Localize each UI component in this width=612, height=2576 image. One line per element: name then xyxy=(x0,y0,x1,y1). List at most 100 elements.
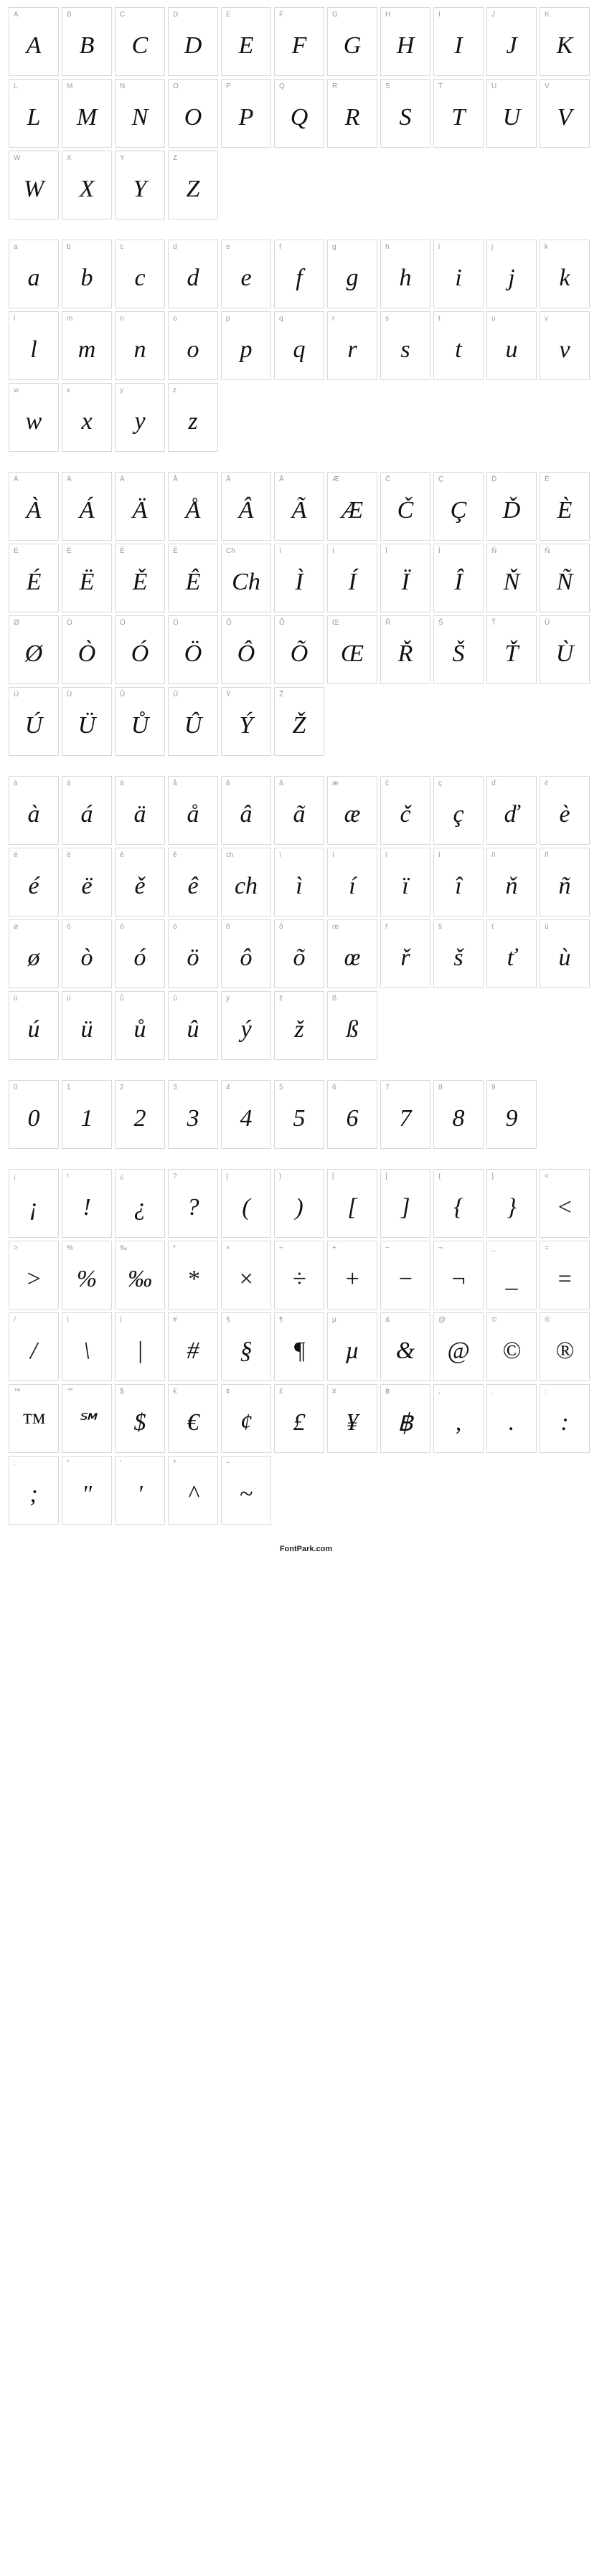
glyph-label: M xyxy=(62,80,111,93)
glyph-cell: )) xyxy=(274,1169,324,1238)
section-punctuation-symbols: ¡¡!!¿¿??(())[[]]{{}}<<>>%%‰‰**××÷÷++−−¬¬… xyxy=(9,1169,603,1525)
glyph-cell: ØØ xyxy=(9,615,59,684)
glyph-char: a xyxy=(9,253,58,308)
glyph-label: É xyxy=(9,544,58,557)
glyph-char: Í xyxy=(328,557,377,612)
glyph-label: À xyxy=(9,473,58,486)
glyph-char: U xyxy=(487,93,536,147)
glyph-label: è xyxy=(540,777,589,790)
glyph-cell: '' xyxy=(115,1456,165,1525)
glyph-char: ; xyxy=(9,1469,58,1524)
glyph-label: ö xyxy=(169,920,217,933)
glyph-label: Õ xyxy=(275,616,324,629)
glyph-cell: (( xyxy=(221,1169,271,1238)
glyph-label: 1 xyxy=(62,1081,111,1094)
glyph-cell: ℠℠ xyxy=(62,1384,112,1453)
glyph-cell: 55 xyxy=(274,1080,324,1149)
glyph-cell: ÷÷ xyxy=(274,1241,324,1310)
glyph-cell: BB xyxy=(62,7,112,76)
glyph-label: v xyxy=(540,312,589,325)
glyph-cell: óó xyxy=(115,919,165,988)
glyph-char: ý xyxy=(222,1005,270,1059)
glyph-label: ň xyxy=(487,848,536,861)
glyph-char: ç xyxy=(434,790,483,844)
glyph-cell: ÑÑ xyxy=(540,544,590,612)
glyph-cell: zz xyxy=(168,383,218,452)
glyph-cell: ìì xyxy=(274,848,324,917)
glyph-label: µ xyxy=(328,1313,377,1326)
glyph-char: ť xyxy=(487,933,536,988)
glyph-cell: HH xyxy=(380,7,430,76)
glyph-label: Œ xyxy=(328,616,377,629)
glyph-label: m xyxy=(62,312,111,325)
glyph-label: ô xyxy=(222,920,270,933)
glyph-label: ' xyxy=(116,1457,164,1469)
glyph-cell: pp xyxy=(221,311,271,380)
glyph-label: u xyxy=(487,312,536,325)
glyph-char: F xyxy=(275,21,324,75)
glyph-char: 5 xyxy=(275,1094,324,1148)
glyph-cell: ff xyxy=(274,240,324,308)
glyph-cell: ÇÇ xyxy=(433,472,484,541)
glyph-char: I xyxy=(434,21,483,75)
glyph-char: È xyxy=(540,486,589,540)
glyph-char: ü xyxy=(62,1005,111,1059)
glyph-char: × xyxy=(222,1254,270,1309)
glyph-char: \ xyxy=(62,1326,111,1381)
glyph-label: ï xyxy=(381,848,430,861)
character-map: AABBCCDDEEFFGGHHIIJJKKLLMMNNOOPPQQRRSSTT… xyxy=(9,7,603,1525)
glyph-char: Å xyxy=(169,486,217,540)
glyph-char: $ xyxy=(116,1398,164,1452)
glyph-label: € xyxy=(169,1385,217,1398)
glyph-char: p xyxy=(222,325,270,379)
glyph-cell: KK xyxy=(540,7,590,76)
glyph-cell: 33 xyxy=(168,1080,218,1149)
glyph-cell: ii xyxy=(433,240,484,308)
glyph-cell: GG xyxy=(327,7,377,76)
glyph-cell: ** xyxy=(168,1241,218,1310)
glyph-label: Ě xyxy=(116,544,164,557)
glyph-label: × xyxy=(222,1241,270,1254)
glyph-char: ? xyxy=(169,1183,217,1237)
glyph-char: 7 xyxy=(381,1094,430,1148)
glyph-label: a xyxy=(9,240,58,253)
glyph-cell: ïï xyxy=(380,848,430,917)
glyph-label: ë xyxy=(62,848,111,861)
glyph-char: Ä xyxy=(116,486,164,540)
glyph-label: E xyxy=(222,8,270,21)
glyph-label: Ň xyxy=(487,544,536,557)
glyph-char: µ xyxy=(328,1326,377,1381)
glyph-label: p xyxy=(222,312,270,325)
glyph-char: è xyxy=(540,790,589,844)
glyph-char: Á xyxy=(62,486,111,540)
glyph-label: c xyxy=(116,240,164,253)
glyph-char: Î xyxy=(434,557,483,612)
glyph-label: 8 xyxy=(434,1081,483,1094)
glyph-label: Ã xyxy=(275,473,324,486)
glyph-cell: NN xyxy=(115,79,165,148)
glyph-cell: @@ xyxy=(433,1312,484,1381)
glyph-char: 6 xyxy=(328,1094,377,1148)
glyph-label: o xyxy=(169,312,217,325)
glyph-label: ê xyxy=(169,848,217,861)
glyph-cell: çç xyxy=(433,776,484,845)
glyph-char: ¢ xyxy=(222,1398,270,1452)
glyph-cell: ?? xyxy=(168,1169,218,1238)
glyph-char: h xyxy=(381,253,430,308)
glyph-label: Ø xyxy=(9,616,58,629)
glyph-label: 2 xyxy=(116,1081,164,1094)
glyph-char: č xyxy=(381,790,430,844)
glyph-char: ď xyxy=(487,790,536,844)
glyph-cell: ,, xyxy=(433,1384,484,1453)
glyph-cell: 00 xyxy=(9,1080,59,1149)
glyph-char: D xyxy=(169,21,217,75)
glyph-char: v xyxy=(540,325,589,379)
glyph-label: ~ xyxy=(222,1457,270,1469)
glyph-label: Ï xyxy=(381,544,430,557)
glyph-label: Â xyxy=(222,473,270,486)
glyph-label: î xyxy=(434,848,483,861)
glyph-char: í xyxy=(328,861,377,916)
glyph-char: á xyxy=(62,790,111,844)
glyph-cell: ChCh xyxy=(221,544,271,612)
glyph-char: z xyxy=(169,397,217,451)
